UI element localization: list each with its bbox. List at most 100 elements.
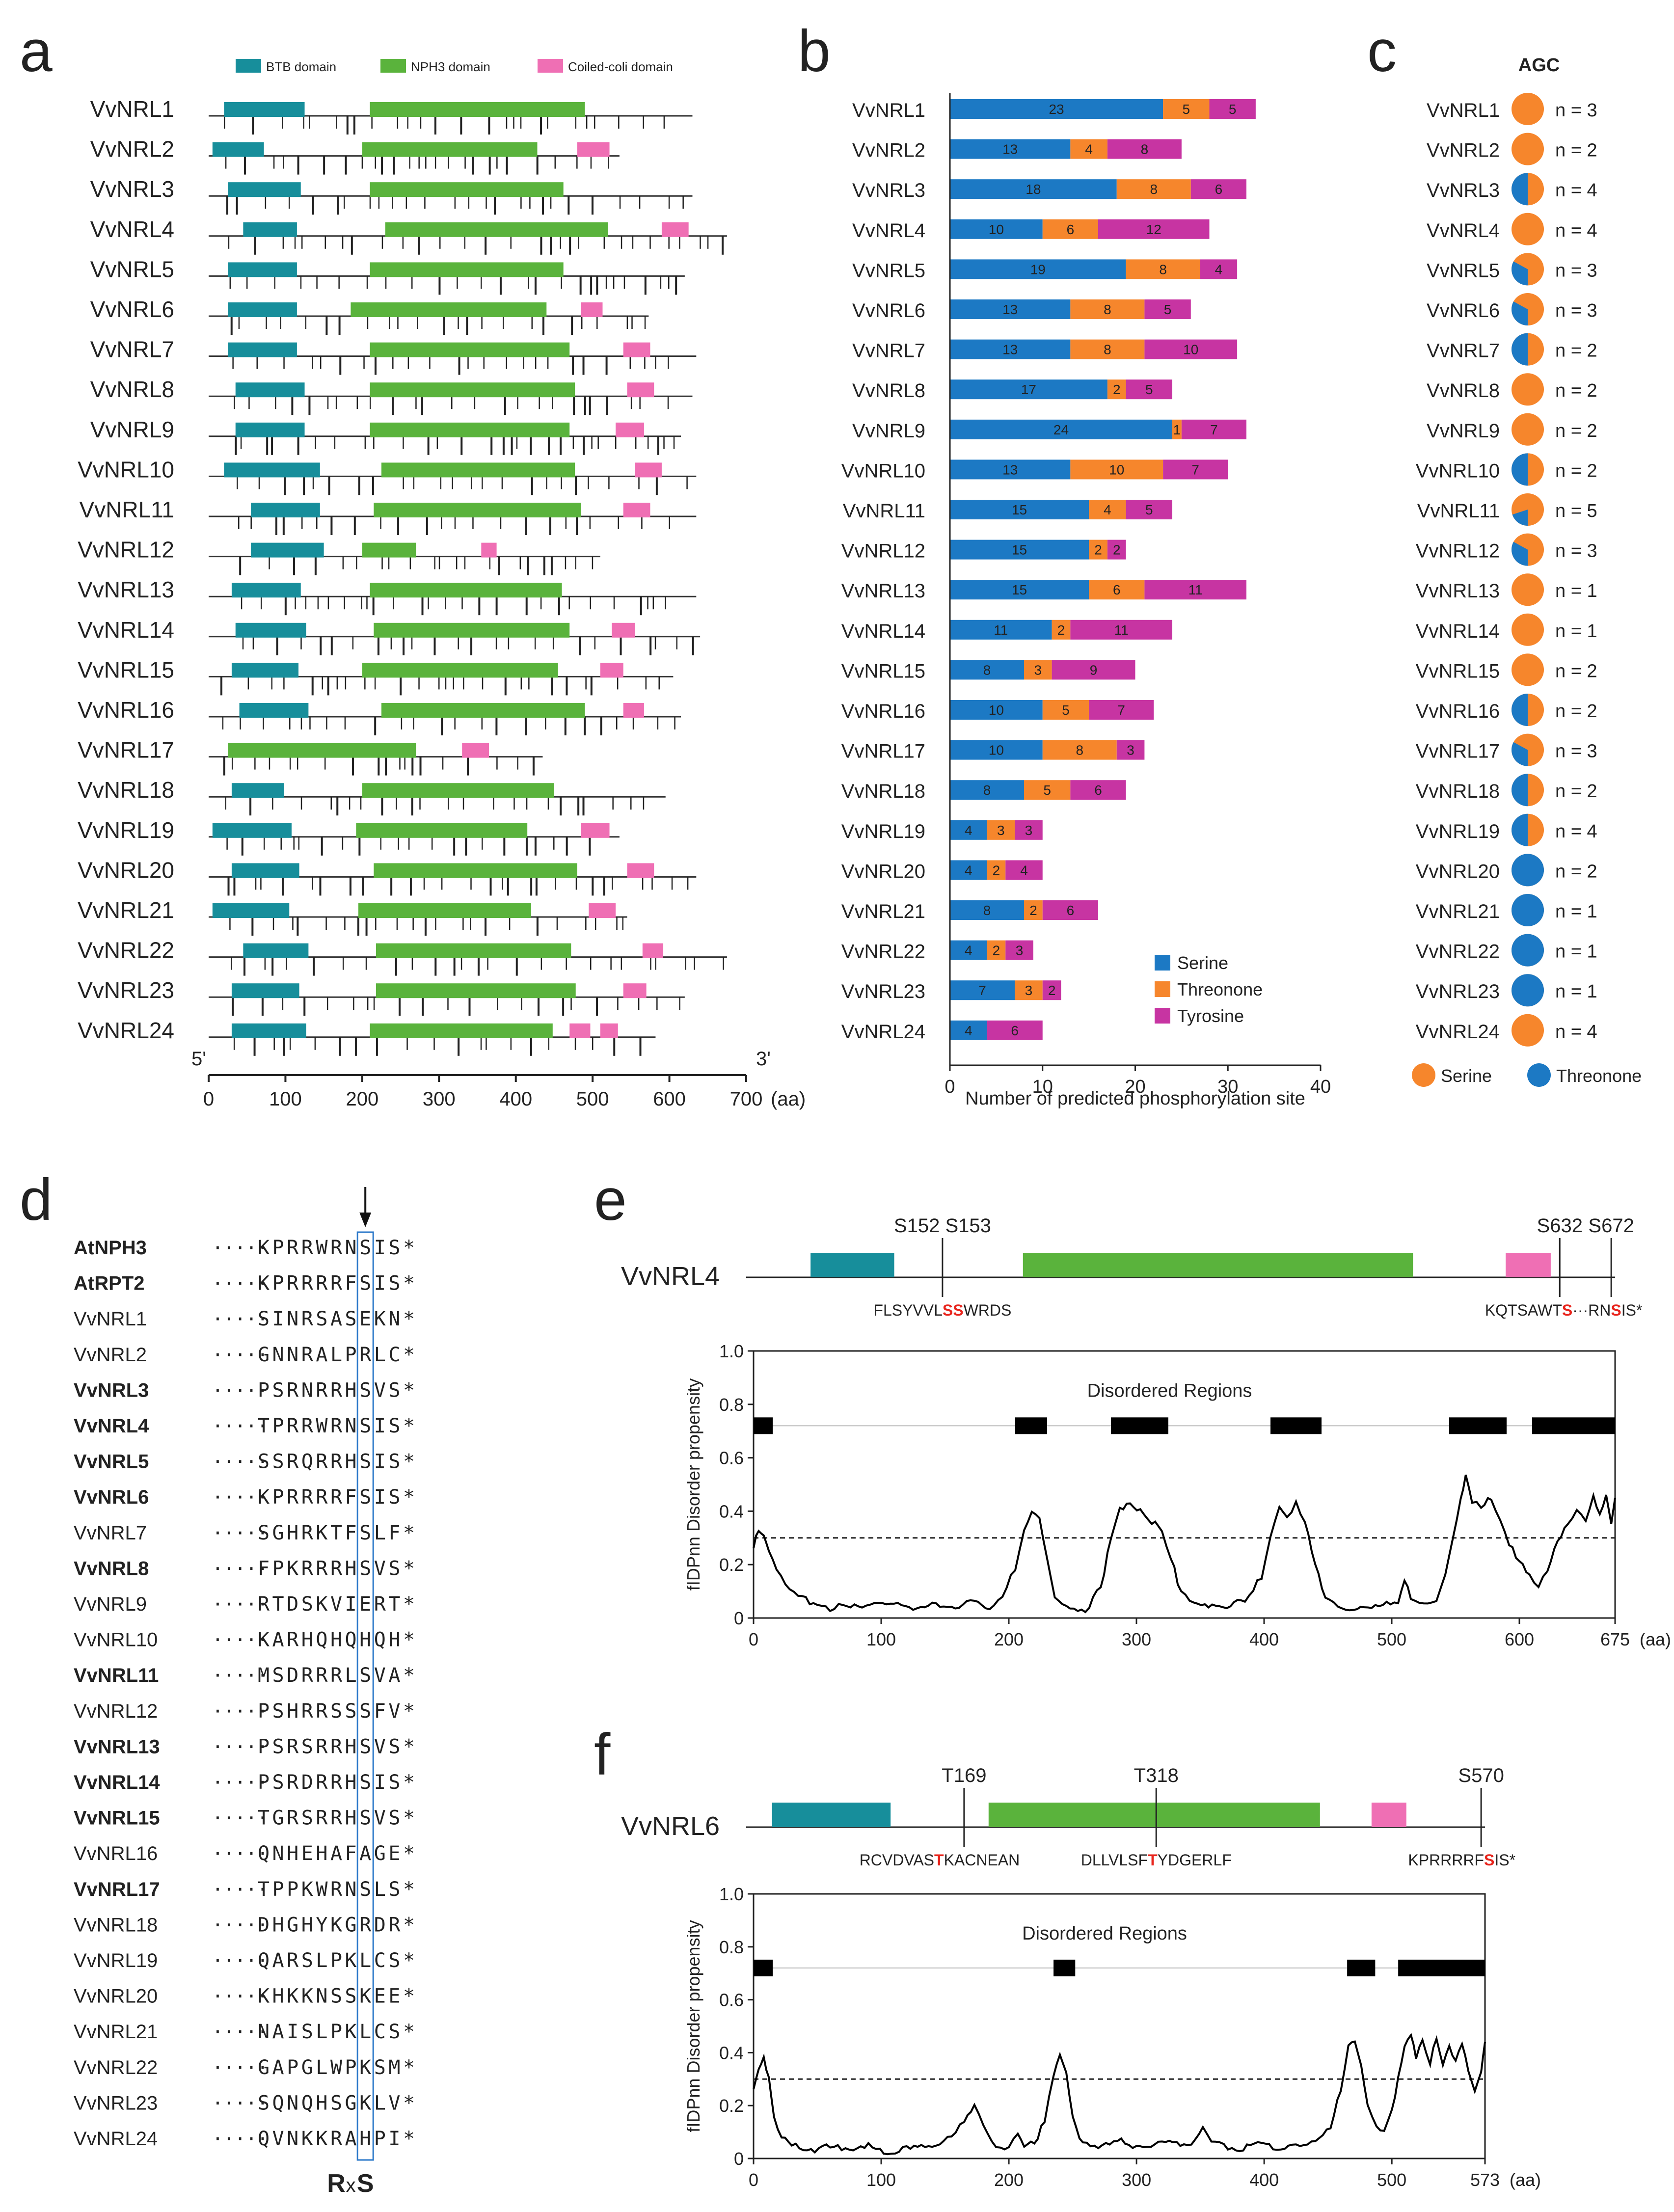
bar-category-label: VvNRL19 bbox=[841, 821, 925, 842]
pie-count: n = 2 bbox=[1555, 460, 1597, 481]
residue: I bbox=[272, 1308, 284, 1330]
bar-category-label: VvNRL20 bbox=[841, 861, 925, 882]
bar-value-label: 4 bbox=[1020, 863, 1028, 878]
residue: S bbox=[301, 2021, 313, 2043]
residue: N bbox=[287, 1308, 298, 1330]
alignment-dots: ····· bbox=[212, 1629, 268, 1651]
site-label: T169 bbox=[942, 1765, 986, 1786]
coiled-coil-domain bbox=[612, 622, 635, 638]
residue: K bbox=[287, 1985, 298, 2008]
btb-domain bbox=[231, 663, 299, 678]
nph3-domain bbox=[362, 142, 538, 157]
residue: W bbox=[316, 1878, 328, 1901]
residue: F bbox=[388, 1522, 400, 1544]
residue: * bbox=[403, 1700, 415, 1723]
x-unit: (aa) bbox=[1640, 1629, 1671, 1649]
bar-value-label: 3 bbox=[1025, 823, 1033, 838]
residue: C bbox=[388, 1344, 400, 1366]
protein-label-a: VvNRL1 bbox=[90, 96, 174, 122]
alignment-name: AtRPT2 bbox=[74, 1273, 144, 1295]
bar-segment-serine bbox=[950, 459, 1071, 480]
residue: K bbox=[258, 1629, 270, 1651]
bar-segment-tyrosine bbox=[1098, 219, 1210, 239]
structure-coiled-domain bbox=[1371, 1803, 1406, 1827]
disordered-region bbox=[1111, 1417, 1168, 1434]
legend-label-b-0: Serine bbox=[1177, 953, 1228, 973]
bar-segment-serine bbox=[950, 339, 1071, 359]
residue: S bbox=[359, 1522, 371, 1544]
legend-label-serine-c: Serine bbox=[1441, 1066, 1492, 1086]
residue: I bbox=[374, 1451, 386, 1473]
residue: S bbox=[359, 1735, 371, 1758]
coiled-coil-domain bbox=[623, 983, 647, 998]
motif-x: x bbox=[346, 2175, 356, 2196]
nph3-domain bbox=[228, 743, 416, 758]
bar-value-label: 10 bbox=[989, 702, 1004, 718]
residue: E bbox=[359, 1593, 371, 1616]
five-prime-label: 5' bbox=[191, 1048, 206, 1070]
nph3-domain bbox=[374, 503, 581, 517]
residue: R bbox=[330, 1486, 343, 1509]
pie-count: n = 2 bbox=[1555, 341, 1597, 361]
residue: H bbox=[359, 2128, 371, 2150]
residue: H bbox=[316, 1842, 327, 1865]
residue: G bbox=[258, 2056, 270, 2079]
site-residue: S bbox=[1611, 1301, 1621, 1319]
panel-c-agc-pies: AGC VvNRL1 n = 3 VvNRL2 n = 2 VvNRL3 n = 4 VvNR… bbox=[1412, 55, 1642, 1087]
bar-value-label: 4 bbox=[1104, 502, 1111, 517]
residue: * bbox=[403, 1237, 415, 1259]
bar-segment-tyrosine bbox=[1070, 780, 1126, 800]
pie-threonine-part bbox=[1512, 742, 1528, 766]
nph3-domain bbox=[374, 863, 577, 878]
residue: R bbox=[330, 1735, 343, 1758]
bar-segment-serine bbox=[950, 419, 1172, 439]
residue: R bbox=[330, 2128, 343, 2150]
pie-count: n = 3 bbox=[1555, 541, 1597, 562]
residue: R bbox=[287, 1486, 299, 1509]
bar-segment-tyrosine bbox=[1107, 540, 1126, 560]
bar-segment-serine bbox=[950, 540, 1089, 560]
nph3-domain bbox=[362, 542, 416, 558]
residue: H bbox=[316, 2092, 327, 2114]
residue: N bbox=[272, 1344, 284, 1366]
bar-segment-serine bbox=[950, 820, 987, 840]
residue: N bbox=[345, 1878, 357, 1901]
pie-count: n = 1 bbox=[1555, 621, 1597, 642]
residue: S bbox=[388, 1878, 400, 1901]
alignment-name: VvNRL6 bbox=[74, 1486, 149, 1508]
bar-segment-tyrosine bbox=[1107, 139, 1182, 159]
residue: A bbox=[272, 1629, 284, 1651]
alignment-name: VvNRL4 bbox=[74, 1415, 149, 1437]
alignment-name: VvNRL19 bbox=[74, 1950, 158, 1971]
residue: * bbox=[403, 2056, 415, 2079]
residue: H bbox=[287, 1842, 298, 1865]
bar-segment-tyrosine bbox=[1144, 580, 1246, 600]
residue: S bbox=[359, 1771, 371, 1794]
nph3-domain bbox=[381, 462, 575, 478]
pie-count: n = 5 bbox=[1555, 501, 1597, 521]
coiled-coil-domain bbox=[623, 342, 650, 357]
residue: R bbox=[388, 1914, 401, 1936]
residue: S bbox=[272, 1771, 284, 1794]
protein-label-a: VvNRL2 bbox=[90, 136, 174, 162]
site-residue: SS bbox=[943, 1301, 964, 1319]
pie-count: n = 4 bbox=[1555, 1022, 1597, 1042]
bar-category-label: VvNRL10 bbox=[841, 460, 925, 482]
bar-value-label: 23 bbox=[1049, 102, 1064, 117]
bar-value-label: 3 bbox=[1016, 943, 1024, 958]
residue: R bbox=[330, 1557, 343, 1580]
bar-segment-serine bbox=[950, 740, 1043, 760]
residue: L bbox=[374, 1878, 386, 1901]
nph3-domain bbox=[381, 703, 585, 718]
residue: I bbox=[345, 1593, 357, 1616]
bar-category-label: VvNRL7 bbox=[852, 340, 925, 362]
agc-title: AGC bbox=[1518, 55, 1560, 76]
nph3-domain bbox=[358, 903, 531, 918]
disordered-region bbox=[1347, 1959, 1376, 1976]
residue: K bbox=[345, 1949, 357, 1972]
bar-value-label: 3 bbox=[997, 823, 1005, 838]
x-tick-label: 675 bbox=[1600, 1629, 1630, 1649]
x-tick-label: 100 bbox=[866, 1629, 896, 1649]
bar-segment-serine bbox=[950, 860, 987, 880]
bar-value-label: 15 bbox=[1012, 542, 1027, 558]
